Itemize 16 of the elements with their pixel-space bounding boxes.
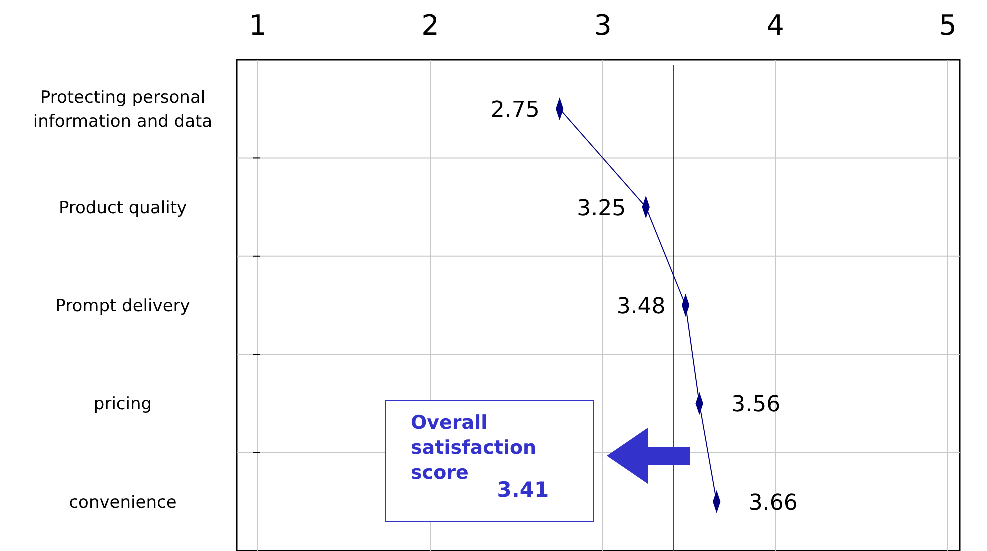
x-tick-label: 1 <box>249 9 267 42</box>
x-tick-label: 4 <box>766 9 784 42</box>
y-tick-label: Prompt delivery <box>56 296 190 316</box>
data-label: 2.75 <box>490 98 540 124</box>
y-tick-label: convenience <box>69 492 177 513</box>
data-label: 3.48 <box>616 294 666 320</box>
data-label: 3.25 <box>577 196 626 222</box>
y-tick-label: pricing <box>94 394 152 415</box>
data-label: 3.66 <box>748 490 798 516</box>
x-tick-label: 5 <box>939 9 957 42</box>
x-tick-label: 3 <box>594 9 612 42</box>
y-tick-label: Protecting personal information and data <box>33 88 213 132</box>
data-label: 3.56 <box>732 392 781 418</box>
x-tick-label: 2 <box>422 9 440 42</box>
y-tick-label: Product quality <box>58 198 188 218</box>
text: Overall satisfaction score 3.41 <box>411 412 550 502</box>
